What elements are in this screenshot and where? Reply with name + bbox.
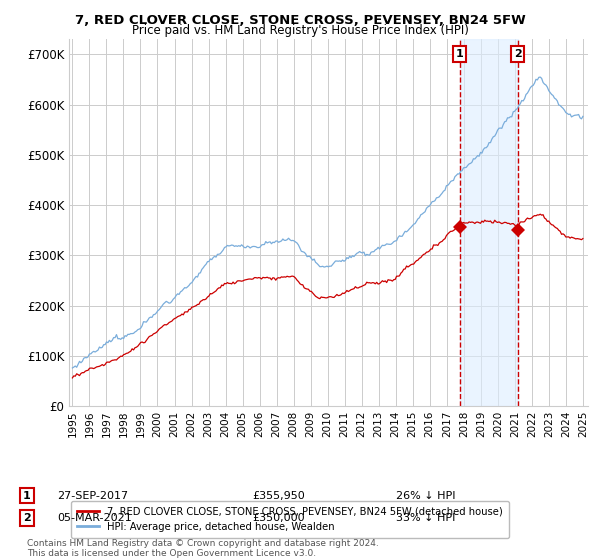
Text: 33% ↓ HPI: 33% ↓ HPI	[396, 513, 455, 523]
Text: Contains HM Land Registry data © Crown copyright and database right 2024.
This d: Contains HM Land Registry data © Crown c…	[27, 539, 379, 558]
Text: 2: 2	[23, 513, 31, 523]
Text: £350,000: £350,000	[252, 513, 305, 523]
Text: Price paid vs. HM Land Registry's House Price Index (HPI): Price paid vs. HM Land Registry's House …	[131, 24, 469, 37]
Text: 05-MAR-2021: 05-MAR-2021	[57, 513, 132, 523]
Bar	[460, 39, 518, 406]
Text: 1: 1	[23, 491, 31, 501]
Text: £355,950: £355,950	[252, 491, 305, 501]
Text: 27-SEP-2017: 27-SEP-2017	[57, 491, 128, 501]
Text: 2: 2	[514, 49, 521, 59]
Text: 1: 1	[455, 49, 463, 59]
Text: 26% ↓ HPI: 26% ↓ HPI	[396, 491, 455, 501]
Legend: 7, RED CLOVER CLOSE, STONE CROSS, PEVENSEY, BN24 5FW (detached house), HPI: Aver: 7, RED CLOVER CLOSE, STONE CROSS, PEVENS…	[71, 501, 509, 538]
Text: 7, RED CLOVER CLOSE, STONE CROSS, PEVENSEY, BN24 5FW: 7, RED CLOVER CLOSE, STONE CROSS, PEVENS…	[74, 14, 526, 27]
